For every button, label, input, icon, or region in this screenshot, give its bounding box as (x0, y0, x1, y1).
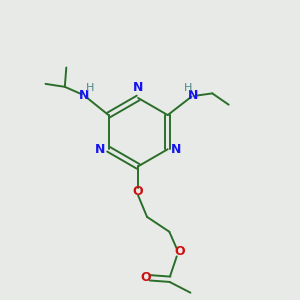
Text: N: N (171, 143, 182, 156)
Text: O: O (141, 271, 152, 284)
Text: H: H (183, 83, 192, 93)
Text: N: N (133, 81, 143, 94)
Text: O: O (133, 184, 143, 197)
Text: O: O (174, 244, 185, 258)
Text: N: N (94, 143, 105, 156)
Text: H: H (86, 83, 94, 93)
Text: N: N (79, 89, 89, 102)
Text: N: N (188, 89, 198, 102)
